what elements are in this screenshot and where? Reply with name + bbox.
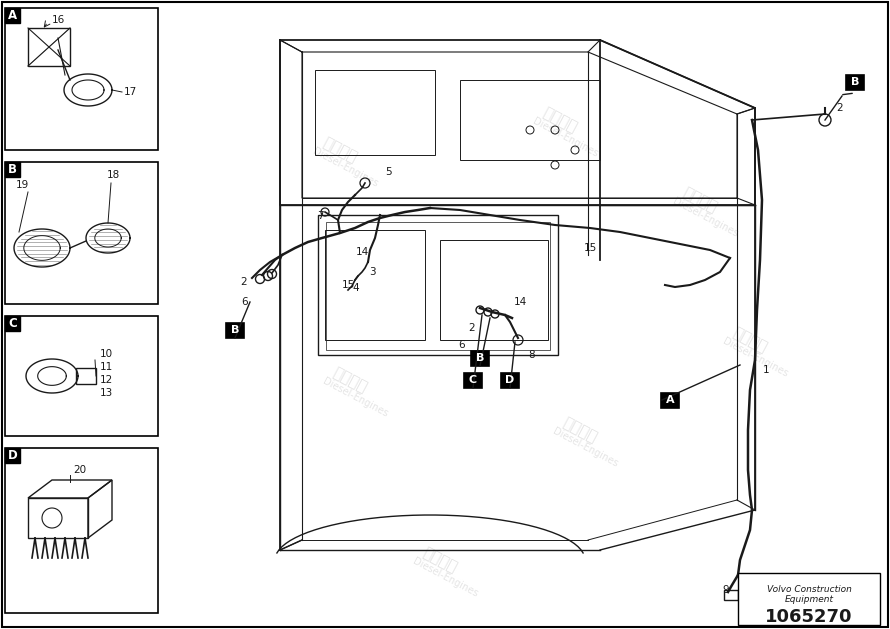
Text: C: C: [469, 375, 477, 385]
Text: B: B: [851, 77, 859, 87]
Text: 4: 4: [352, 283, 360, 293]
Text: 1: 1: [763, 365, 769, 375]
Text: 2: 2: [469, 323, 475, 333]
Text: Diesel-Engines: Diesel-Engines: [721, 337, 789, 379]
Bar: [464, 372, 482, 387]
Text: Diesel-Engines: Diesel-Engines: [81, 467, 150, 509]
Bar: [501, 372, 519, 387]
Text: Diesel-Engines: Diesel-Engines: [410, 557, 480, 599]
Text: 3: 3: [368, 267, 376, 277]
Bar: [226, 323, 244, 338]
Bar: [318, 215, 558, 355]
Text: 2: 2: [240, 277, 247, 287]
Text: 6: 6: [242, 297, 248, 307]
Text: 紫发动力: 紫发动力: [330, 365, 369, 395]
Text: 20: 20: [74, 465, 86, 475]
Text: Equipment: Equipment: [784, 595, 834, 604]
Text: Diesel-Engines: Diesel-Engines: [671, 197, 740, 240]
Bar: [5, 8, 20, 23]
Bar: [5, 316, 158, 436]
Bar: [661, 392, 679, 408]
Bar: [5, 448, 158, 613]
Bar: [846, 74, 864, 89]
Bar: [5, 316, 20, 331]
Text: C: C: [8, 317, 17, 330]
Text: 紫发动力: 紫发动力: [320, 135, 360, 165]
Text: B: B: [8, 163, 17, 176]
Text: 14: 14: [355, 247, 368, 257]
Text: 1065270: 1065270: [765, 608, 853, 626]
Bar: [738, 573, 880, 625]
Text: 紫发动力: 紫发动力: [540, 105, 579, 135]
Bar: [315, 70, 435, 155]
Text: 2: 2: [837, 103, 844, 113]
Bar: [28, 28, 70, 66]
Bar: [76, 368, 96, 384]
Text: B: B: [476, 353, 484, 363]
Bar: [5, 162, 158, 304]
Bar: [471, 350, 489, 365]
Bar: [460, 80, 600, 160]
Text: Volvo Construction: Volvo Construction: [766, 585, 852, 594]
Bar: [326, 222, 550, 350]
Text: 18: 18: [107, 170, 119, 180]
Text: 紫发动力: 紫发动力: [561, 415, 600, 445]
Text: Diesel-Engines: Diesel-Engines: [551, 426, 619, 469]
Bar: [5, 448, 20, 463]
Text: 6: 6: [458, 340, 465, 350]
Bar: [28, 498, 88, 538]
Text: 9: 9: [723, 585, 729, 595]
Text: 10: 10: [100, 349, 113, 359]
Text: 14: 14: [514, 297, 527, 307]
Text: B: B: [231, 325, 239, 335]
Bar: [5, 8, 158, 150]
Text: 8: 8: [529, 350, 535, 360]
Text: 15: 15: [583, 243, 596, 253]
Text: D: D: [8, 449, 18, 462]
Text: A: A: [8, 9, 17, 22]
Text: A: A: [666, 395, 675, 405]
Bar: [325, 230, 425, 340]
Text: 17: 17: [124, 87, 137, 97]
Text: 13: 13: [100, 388, 113, 398]
Bar: [724, 590, 738, 600]
Text: Diesel-Engines: Diesel-Engines: [530, 116, 599, 159]
Text: 12: 12: [100, 375, 113, 385]
Text: Diesel-Engines: Diesel-Engines: [320, 377, 389, 420]
Text: 11: 11: [100, 362, 113, 372]
Text: D: D: [506, 375, 514, 385]
Text: 7: 7: [317, 211, 323, 221]
Text: 16: 16: [52, 15, 65, 25]
Text: 紫发动力: 紫发动力: [420, 545, 459, 575]
Text: 紫发动力: 紫发动力: [731, 325, 770, 355]
Text: 紫发动力: 紫发动力: [91, 205, 130, 235]
Text: Diesel-Engines: Diesel-Engines: [311, 147, 379, 189]
Text: 19: 19: [15, 180, 28, 190]
Text: Diesel-Engines: Diesel-Engines: [81, 216, 150, 259]
Text: 紫发动力: 紫发动力: [680, 185, 720, 215]
Text: 紫发动力: 紫发动力: [91, 455, 130, 485]
Text: 5: 5: [384, 167, 392, 177]
Text: 15: 15: [342, 280, 354, 290]
Bar: [440, 240, 548, 340]
Bar: [5, 162, 20, 177]
